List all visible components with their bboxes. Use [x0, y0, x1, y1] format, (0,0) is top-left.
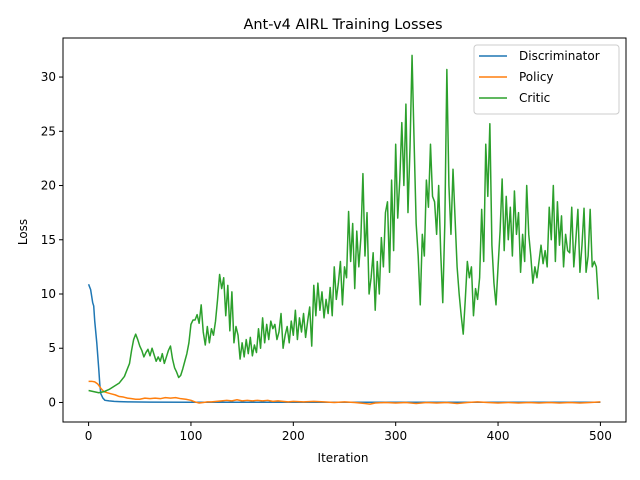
y-tick-label: 15	[41, 233, 56, 247]
x-tick-label: 500	[589, 429, 612, 443]
x-tick-label: 200	[282, 429, 305, 443]
series-line-discriminator	[87, 283, 601, 404]
plot-frame	[62, 37, 627, 423]
series-line-critic	[88, 54, 600, 394]
legend-label-policy: Policy	[519, 70, 554, 84]
y-tick-label: 20	[41, 179, 56, 193]
plot-lines	[87, 54, 601, 405]
legend-label-critic: Critic	[519, 91, 550, 105]
x-tick-label: 300	[384, 429, 407, 443]
x-tick-label: 100	[180, 429, 203, 443]
y-tick-label: 25	[41, 124, 56, 138]
legend: Discriminator Policy Critic	[473, 44, 620, 115]
x-axis-ticks: 0 100 200 300 400 500	[85, 422, 612, 443]
y-tick-label: 5	[48, 341, 56, 355]
y-tick-label: 10	[41, 287, 56, 301]
legend-box	[473, 44, 620, 115]
x-tick-label: 0	[85, 429, 93, 443]
y-tick-label: 30	[41, 70, 56, 84]
chart-title: Ant-v4 AIRL Training Losses	[243, 17, 442, 33]
x-tick-label: 400	[487, 429, 510, 443]
legend-label-discriminator: Discriminator	[519, 49, 600, 63]
y-tick-label: 0	[48, 395, 56, 409]
y-axis-ticks: 0 5 10 15 20 25 30	[41, 70, 63, 409]
y-axis-label: Loss	[16, 219, 30, 245]
series-line-policy	[88, 380, 601, 405]
x-axis-label: Iteration	[318, 451, 369, 465]
